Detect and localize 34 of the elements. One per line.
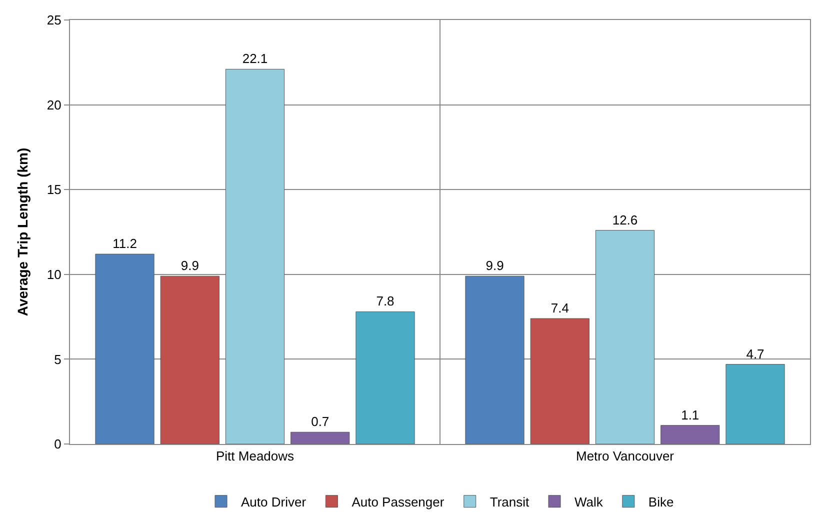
bar — [290, 432, 350, 444]
bar — [595, 230, 655, 444]
bar — [726, 364, 785, 444]
legend-label: Transit — [490, 494, 530, 510]
legend-label: Auto Driver — [241, 494, 307, 510]
data-label: 7.4 — [550, 300, 569, 316]
legend-label: Walk — [574, 494, 604, 510]
bar — [465, 276, 524, 444]
bar — [95, 254, 154, 444]
data-label: 9.9 — [180, 258, 199, 274]
y-tick-label: 20 — [46, 97, 62, 112]
data-label: 1.1 — [681, 407, 700, 422]
bar — [530, 318, 590, 444]
y-tick-label: 5 — [54, 352, 62, 367]
x-tick-label: Pitt Meadows — [216, 448, 295, 464]
legend-label: Auto Passenger — [352, 494, 445, 510]
bar — [660, 425, 720, 444]
y-tick-label: 15 — [46, 182, 62, 198]
x-tick-label: Metro Vancouver — [576, 448, 675, 464]
data-label: 9.9 — [486, 258, 504, 274]
data-label: 0.7 — [311, 414, 330, 430]
data-label: 11.2 — [112, 236, 137, 252]
data-label: 4.7 — [746, 346, 764, 362]
data-label: 7.8 — [376, 294, 394, 309]
y-axis-title: Average Trip Length (km) — [14, 148, 31, 316]
y-tick-label: 10 — [46, 266, 62, 282]
data-label: 22.1 — [242, 51, 268, 66]
data-label: 12.6 — [612, 212, 638, 228]
bar — [356, 311, 415, 444]
y-tick-label: 0 — [54, 436, 62, 452]
bar — [225, 68, 285, 444]
legend-label: Bike — [648, 494, 674, 510]
bar — [160, 276, 220, 444]
y-tick-label: 25 — [46, 12, 62, 28]
